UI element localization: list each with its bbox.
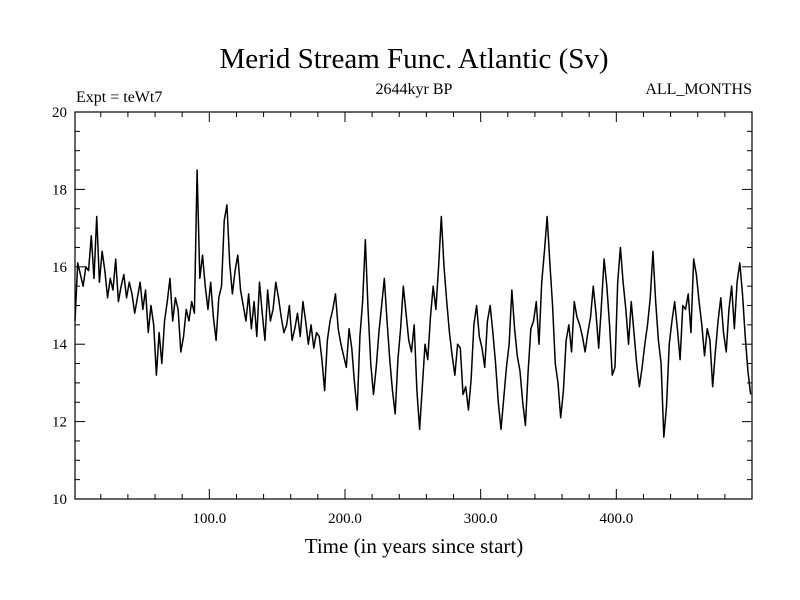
axis-ticks	[75, 111, 752, 500]
x-tick-label: 100.0	[192, 511, 226, 527]
x-tick-label: 300.0	[464, 511, 498, 527]
chart-title: Merid Stream Func. Atlantic (Sv)	[219, 43, 608, 75]
series-line	[74, 169, 752, 438]
y-tick-label: 16	[52, 260, 68, 276]
season-label: ALL_MONTHS	[645, 81, 752, 98]
series-layer	[74, 169, 752, 438]
y-tick-label: 12	[52, 415, 67, 431]
x-axis-label: Time (in years since start)	[305, 534, 524, 558]
axis-tick-labels: 10 12 14 16 18 20 100.0 200.0 300.0 400.0	[52, 105, 633, 527]
experiment-label: Expt = teWt7	[76, 89, 162, 106]
y-tick-label: 18	[52, 182, 67, 198]
x-tick-label: 200.0	[328, 511, 362, 527]
x-tick-label: 400.0	[599, 511, 633, 527]
y-tick-label: 10	[52, 492, 67, 508]
plot-frame	[74, 111, 753, 500]
y-tick-label: 14	[52, 337, 68, 353]
period-label: 2644kyr BP	[376, 81, 453, 98]
y-tick-label: 20	[52, 105, 67, 121]
